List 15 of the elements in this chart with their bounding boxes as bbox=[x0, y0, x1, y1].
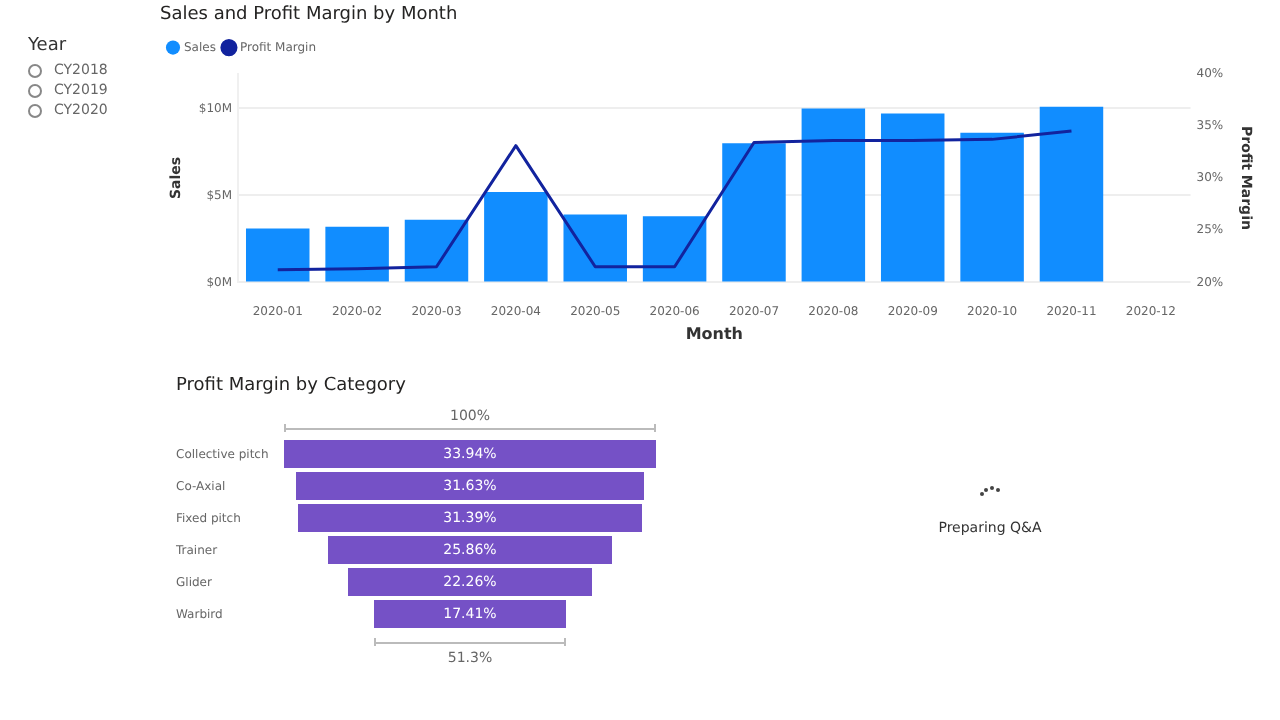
bar bbox=[722, 143, 786, 282]
text: Year bbox=[28, 36, 69, 56]
bar bbox=[246, 228, 310, 282]
bar bbox=[642, 216, 707, 282]
bar bbox=[325, 226, 389, 282]
text: Profit Margin by Category bbox=[176, 376, 408, 396]
bar bbox=[960, 132, 1024, 282]
bar bbox=[880, 113, 945, 282]
bar bbox=[1039, 106, 1104, 282]
bar bbox=[484, 191, 548, 282]
bar bbox=[563, 214, 627, 282]
bar bbox=[801, 108, 866, 282]
x-axis-title: Month bbox=[685, 324, 744, 343]
chart-title: Sales and Profit Margin by Month bbox=[160, 5, 458, 26]
bar bbox=[404, 219, 469, 282]
